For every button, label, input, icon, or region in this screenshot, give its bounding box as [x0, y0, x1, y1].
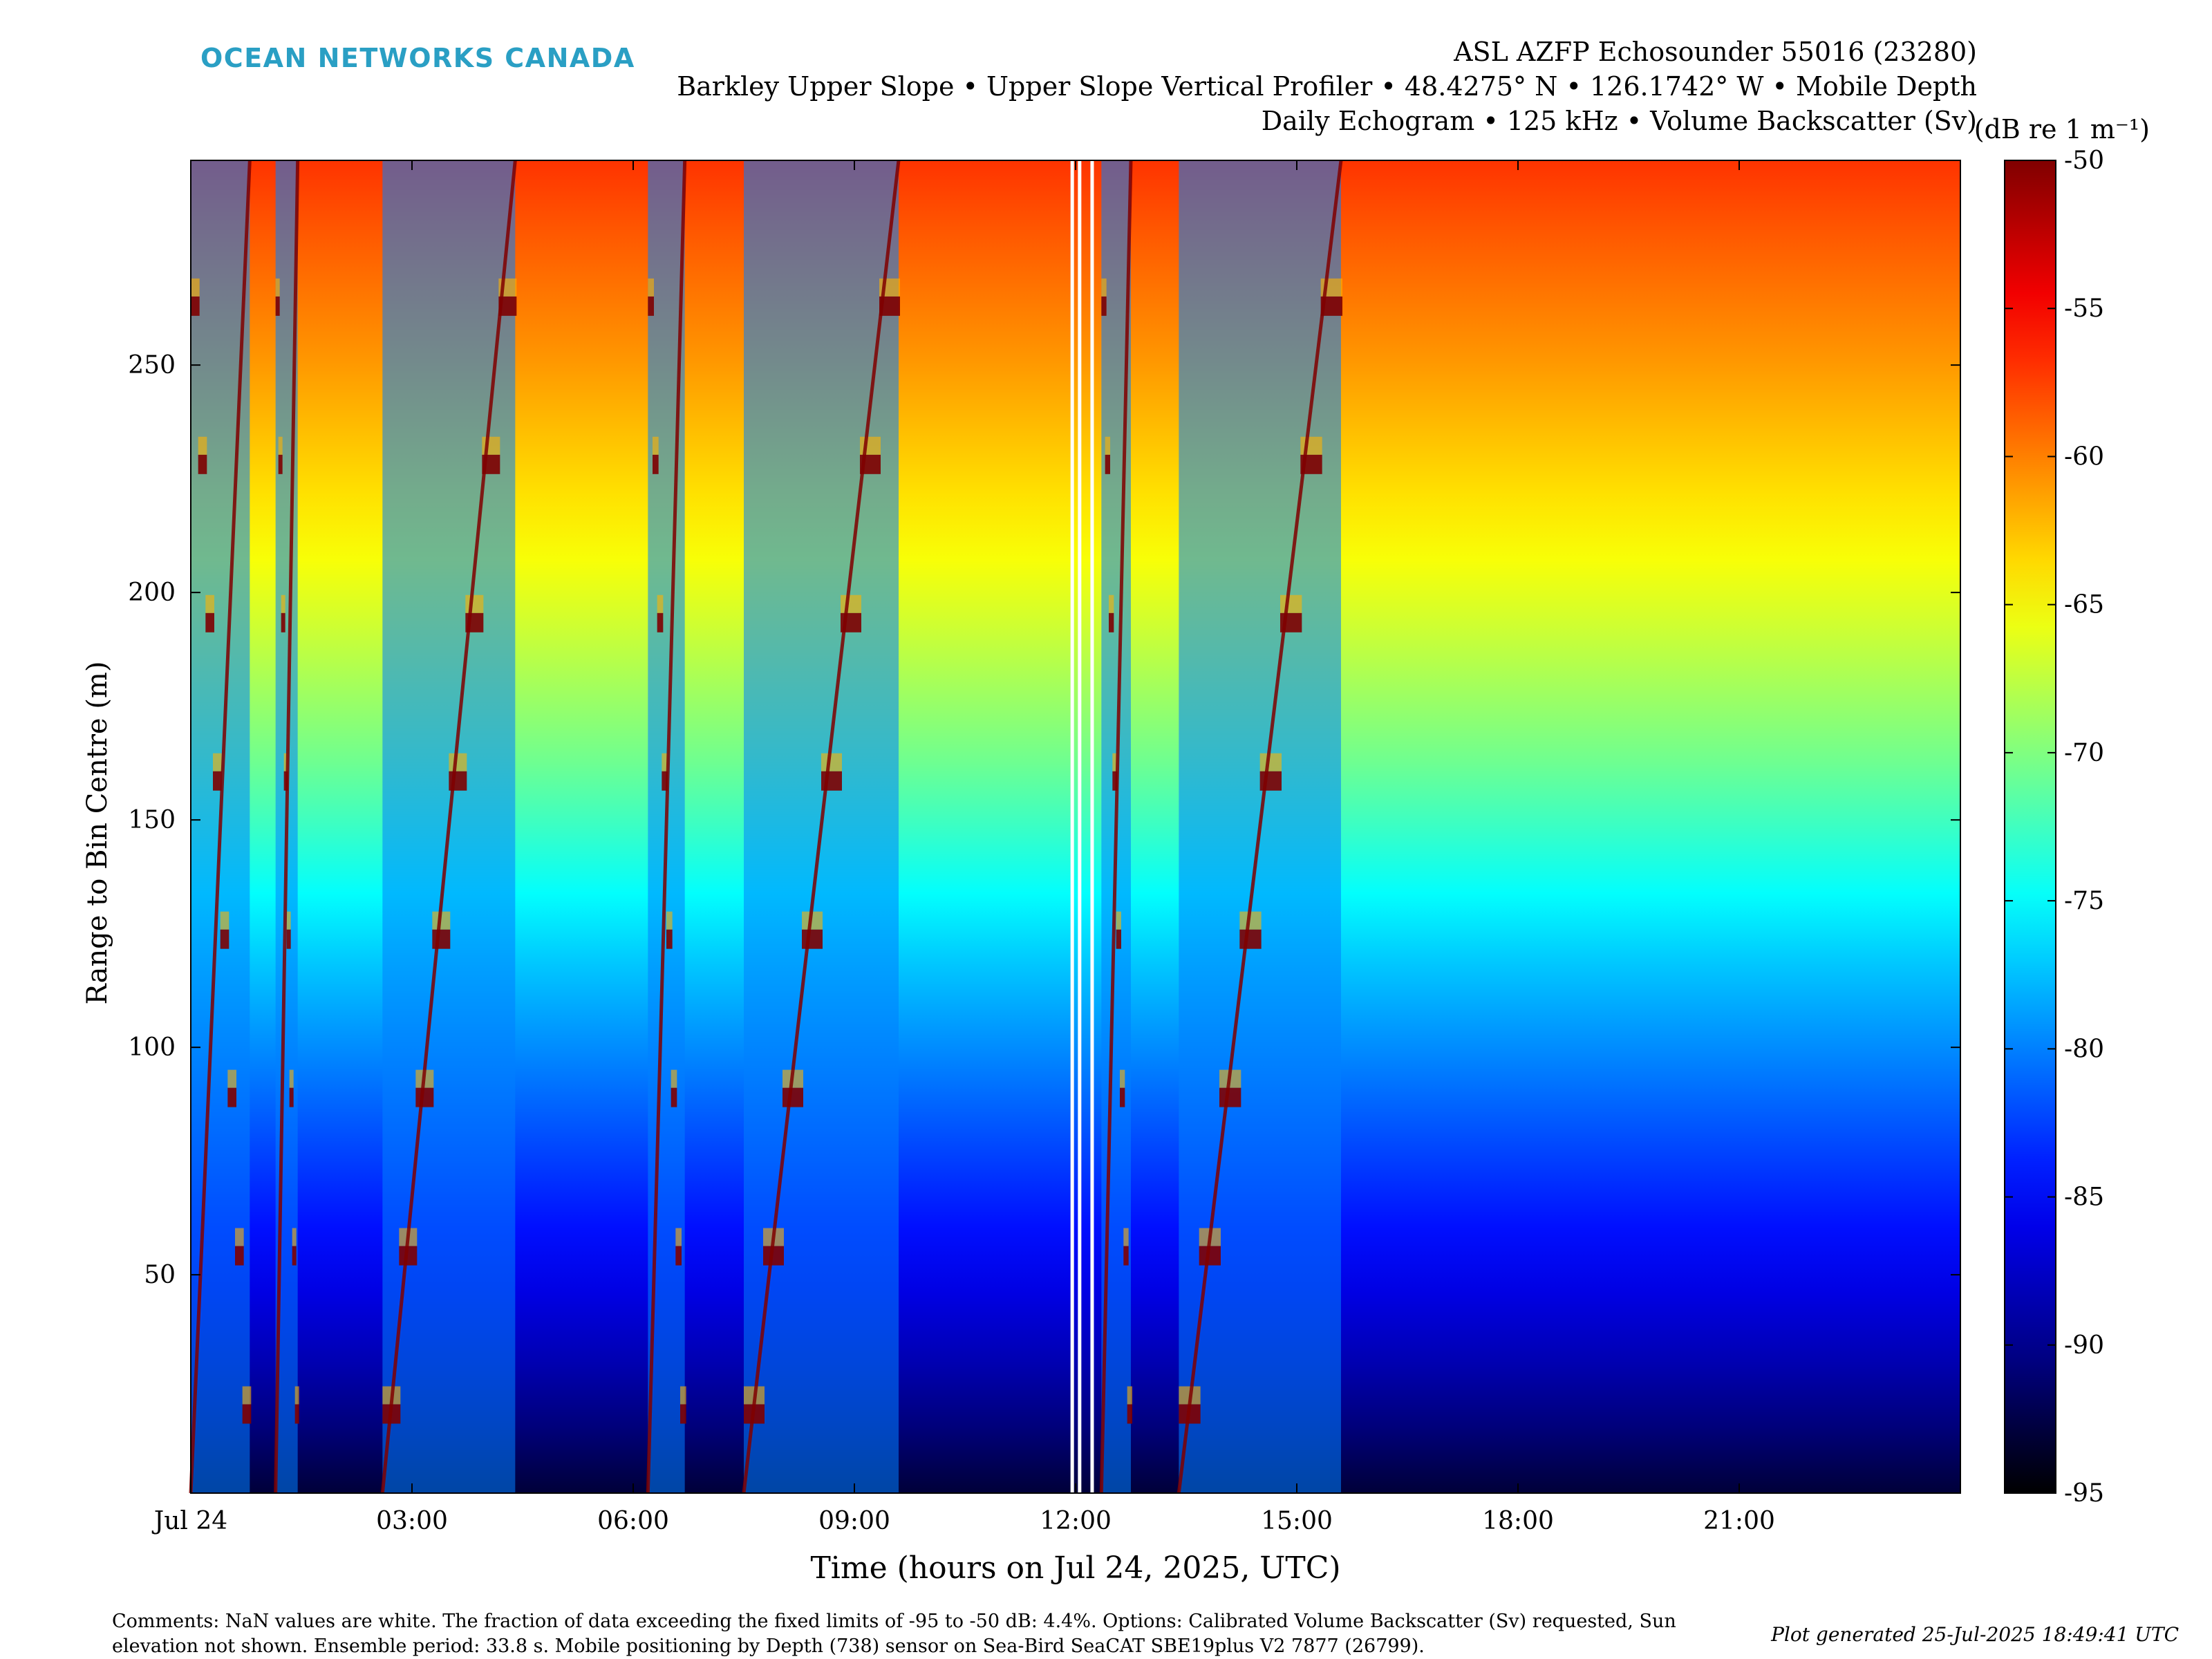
- colorbar-gradient: [2004, 160, 2056, 1494]
- x-tick-label: 15:00: [1261, 1507, 1333, 1535]
- colorbar-tick-label: -60: [2064, 442, 2104, 471]
- profiler-transect: [189, 160, 252, 1494]
- y-tick-label: 250: [128, 351, 176, 379]
- y-tick-label: 150: [128, 806, 176, 834]
- y-axis-label: Range to Bin Centre (m): [82, 662, 113, 1005]
- x-axis: Jul 24 03:00 06:00 09:00 12:00 15:00 18:00 21:0…: [151, 160, 1775, 1535]
- profiler-transect: [274, 160, 300, 1494]
- x-tick-label: 06:00: [597, 1507, 669, 1535]
- colorbar-tick-label: -85: [2064, 1183, 2104, 1212]
- profiler-transect: [380, 160, 517, 1494]
- brand-logo-text: OCEAN NETWORKS CANADA: [200, 43, 635, 73]
- colorbar-tick-label: -70: [2064, 739, 2104, 767]
- y-tick-label: 50: [144, 1261, 176, 1289]
- x-axis-label: Time (hours on Jul 24, 2025, UTC): [810, 1550, 1340, 1586]
- y-tick-label: 200: [128, 579, 176, 607]
- plot-area: [189, 160, 1961, 1494]
- colorbar-tick-label: -50: [2064, 147, 2104, 175]
- chart-title: ASL AZFP Echosounder 55016 (23280) Barkl…: [677, 35, 1977, 138]
- colorbar-tick-label: -90: [2064, 1331, 2104, 1360]
- generated-timestamp: Plot generated 25-Jul-2025 18:49:41 UTC: [1771, 1623, 2179, 1646]
- profiler-transect: [742, 160, 901, 1494]
- nan-gap: [1070, 160, 1074, 1493]
- colorbar-tick-label: -55: [2064, 294, 2104, 323]
- x-tick-label: Jul 24: [151, 1507, 227, 1535]
- profiler-transect: [1099, 160, 1133, 1494]
- x-tick-label: 18:00: [1482, 1507, 1554, 1535]
- profiler-transect: [1177, 160, 1343, 1494]
- profiler-transect: [646, 160, 687, 1494]
- colorbar: -50 -55 -60 -65 -70 -75 -80 -85 -90 -95: [2004, 147, 2104, 1508]
- y-axis: 50 100 150 200 250: [128, 351, 1960, 1289]
- nan-gap: [1090, 160, 1094, 1493]
- title-line-2: Barkley Upper Slope • Upper Slope Vertic…: [677, 71, 1977, 102]
- x-tick-label: 21:00: [1703, 1507, 1775, 1535]
- colorbar-tick-label: -80: [2064, 1035, 2104, 1063]
- title-line-1: ASL AZFP Echosounder 55016 (23280): [1454, 37, 1977, 67]
- x-tick-label: 03:00: [376, 1507, 448, 1535]
- x-tick-label: 09:00: [818, 1507, 890, 1535]
- y-tick-label: 100: [128, 1033, 176, 1062]
- nan-gap: [1078, 160, 1082, 1493]
- x-tick-label: 12:00: [1040, 1507, 1112, 1535]
- colorbar-label: (dB re 1 m⁻¹): [1974, 114, 2150, 144]
- colorbar-tick-label: -95: [2064, 1479, 2104, 1508]
- comments-footnote: Comments: NaN values are white. The frac…: [112, 1611, 1676, 1657]
- title-line-3: Daily Echogram • 125 kHz • Volume Backsc…: [1261, 106, 1977, 136]
- colorbar-tick-label: -75: [2064, 887, 2104, 915]
- colorbar-tick-label: -65: [2064, 591, 2104, 619]
